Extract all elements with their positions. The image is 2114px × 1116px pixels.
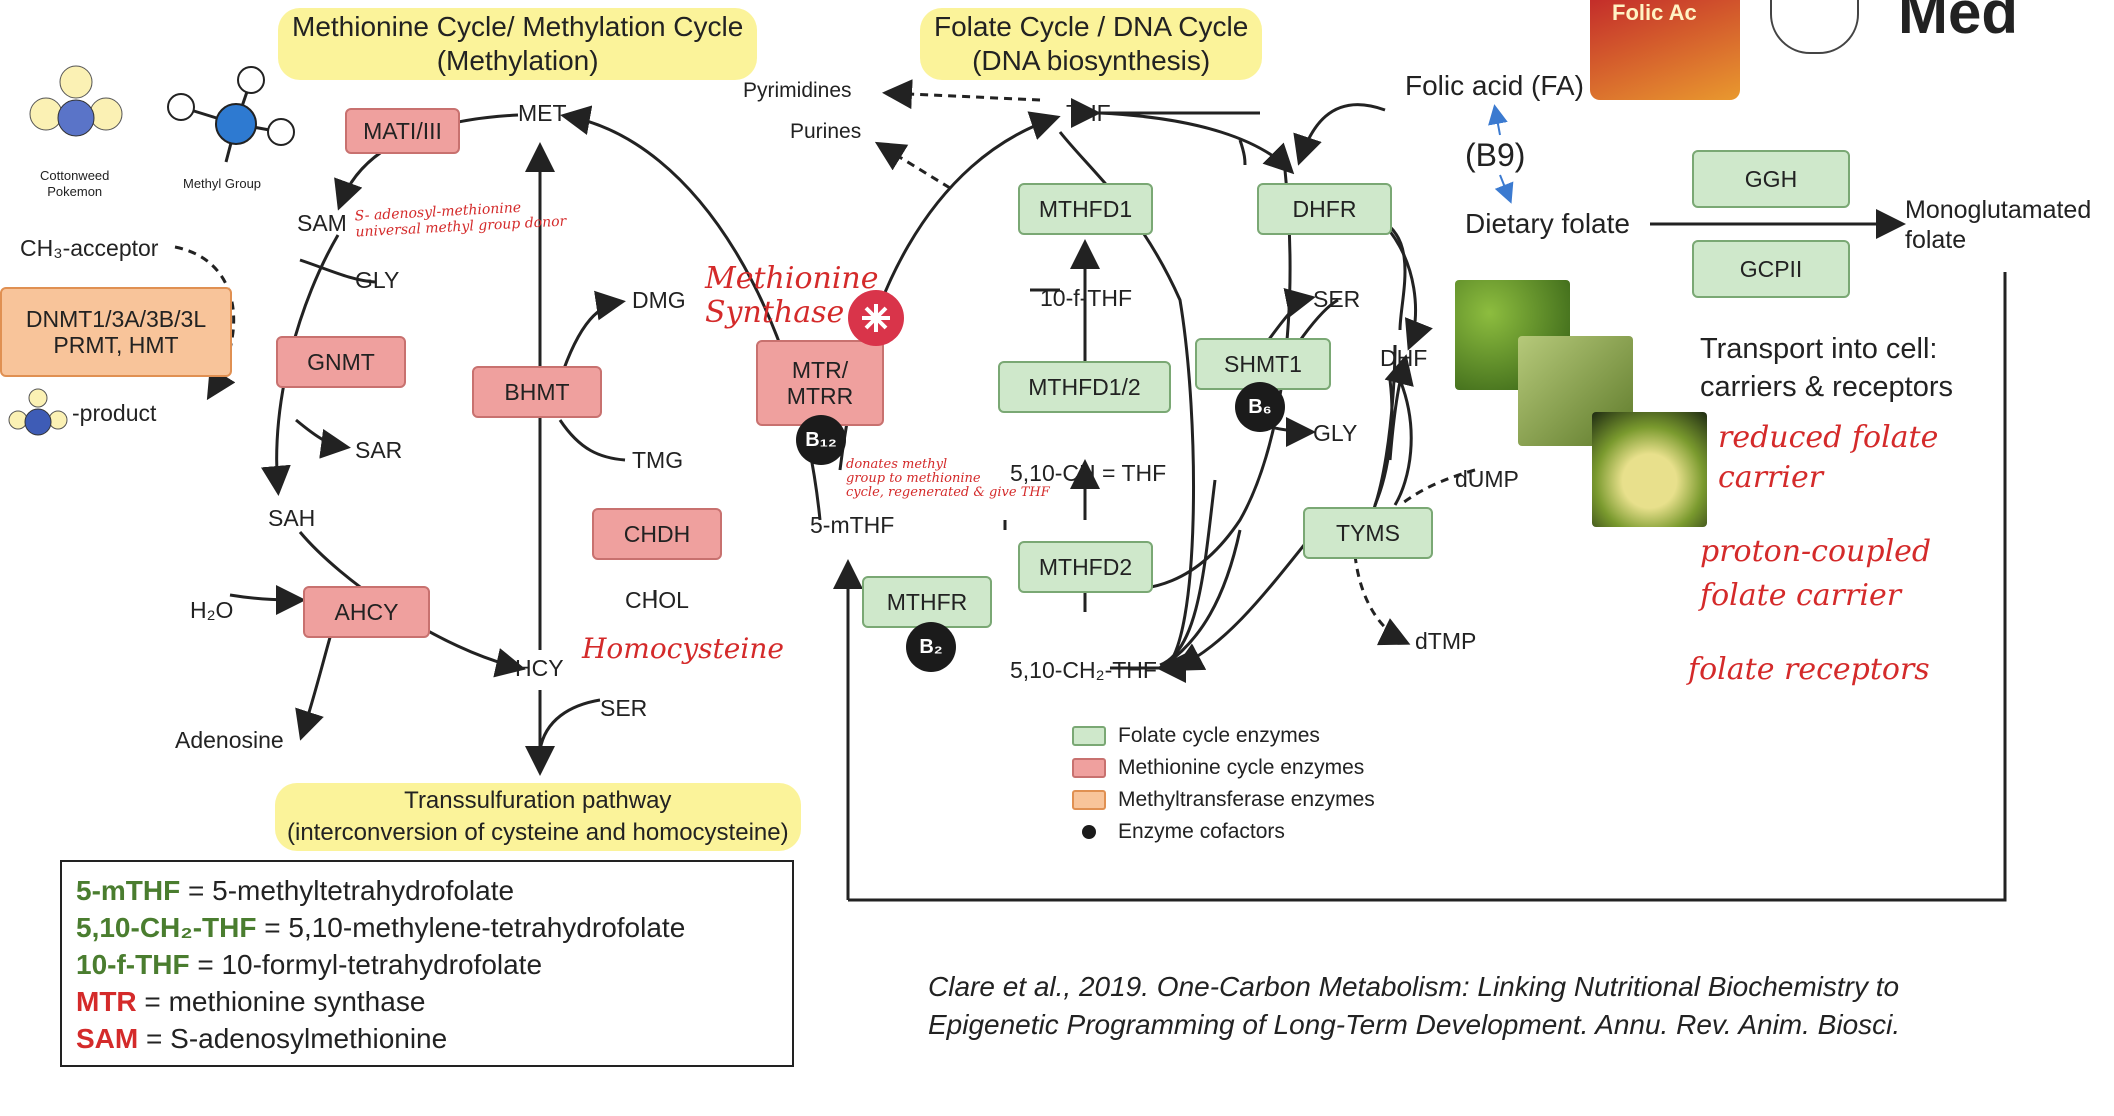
gly-label: GLY <box>355 267 400 293</box>
dump-label: dUMP <box>1455 466 1519 492</box>
abbreviation-row: 5-mTHF = 5-methyltetrahydrofolate <box>76 875 515 906</box>
legend-item-cofactors: Enzyme cofactors <box>1072 820 1375 844</box>
methionine-cycle-heading: Methionine Cycle/ Methylation Cycle (Meth… <box>278 8 758 80</box>
dmg-label: DMG <box>632 287 686 313</box>
pyrimidines-label: Pyrimidines <box>743 79 852 102</box>
hcy-label: HCY <box>515 655 564 681</box>
folic-acid-label: Folic acid (FA) <box>1405 70 1584 101</box>
monoglutamated-folate-label: Monoglutamated folate <box>1905 196 2092 254</box>
cofactor-b2: B₂ <box>906 622 956 672</box>
met-label: MET <box>518 100 567 126</box>
ser-label-folate: SER <box>1313 286 1361 312</box>
sam-label: SAM <box>297 210 347 236</box>
enzyme-gnmt: GNMT <box>276 336 406 388</box>
methyl-group-caption: Methyl Group <box>183 176 262 191</box>
ser-label-transsulfuration: SER <box>600 695 648 721</box>
transport-label: Transport into cell: carriers & receptors <box>1700 333 1954 403</box>
folate-cycle-heading: Folate Cycle / DNA Cycle (DNA biosynthesi… <box>920 8 1263 80</box>
thf-label: THF <box>1066 100 1111 126</box>
purines-label: Purines <box>790 120 862 143</box>
enzyme-tyms: TYMS <box>1303 507 1433 559</box>
abbreviation-row: MTR = methionine synthase <box>76 986 426 1017</box>
dhf-label: DHF <box>1380 345 1428 371</box>
ch-thf-label: 5,10-CH = THF <box>1010 460 1167 486</box>
abbreviation-row: 10-f-THF = 10-formyl-tetrahydrofolate <box>76 949 543 980</box>
handwritten-methionine-synthase: Methionine Synthase <box>705 261 879 330</box>
abbreviation-row: 5,10-CH₂-THF = 5,10-methylene-tetrahydro… <box>76 912 686 943</box>
legend-swatch <box>1072 790 1106 810</box>
h2o-label: H₂O <box>190 597 234 623</box>
legend-item-methionine: Methionine cycle enzymes <box>1072 756 1375 780</box>
enzyme-mtr-mtrr: MTR/ MTRR <box>756 340 884 426</box>
enzyme-dhfr: DHFR <box>1257 183 1392 235</box>
cottonweed-pokemon-icon <box>28 62 124 166</box>
ch3-product-label: -product <box>72 400 157 426</box>
10-f-thf-label: 10-f-THF <box>1040 285 1132 311</box>
b9-label: (B9) <box>1465 137 1526 173</box>
enzyme-ggh: GGH <box>1692 150 1850 208</box>
dtmp-label: dTMP <box>1415 628 1477 654</box>
legend-item-folate: Folate cycle enzymes <box>1072 724 1375 748</box>
enzyme-mthfd2: MTHFD2 <box>1018 541 1153 593</box>
legend-swatch <box>1072 726 1106 746</box>
cofactor-b6: B₆ <box>1235 382 1285 432</box>
enzyme-ahcy: AHCY <box>303 586 430 638</box>
sar-label: SAR <box>355 437 403 463</box>
enzyme-mthfr: MTHFR <box>862 576 992 628</box>
logo-text: Med <box>1898 0 2018 46</box>
enzyme-chdh: CHDH <box>592 508 722 560</box>
enzyme-shmt1: SHMT1 <box>1195 338 1331 390</box>
legend-item-methyltransferase: Methyltransferase enzymes <box>1072 788 1375 812</box>
ch3-acceptor-label: CH₃-acceptor <box>20 235 159 261</box>
mtr-logo-icon <box>848 290 904 346</box>
dietary-folate-label: Dietary folate <box>1465 208 1630 239</box>
folic-acid-bottle-image: Folic Ac <box>1590 0 1740 100</box>
handwritten-b12-note: donates methyl group to methionine cycle, … <box>846 457 1050 500</box>
handwritten-proton-coupled-carrier: proton-coupled folate carrier <box>1700 534 1932 613</box>
handwritten-homocysteine: Homocysteine <box>582 632 784 665</box>
enzyme-gcpii: GCPII <box>1692 240 1850 298</box>
abbreviation-row: SAM = S-adenosylmethionine <box>76 1023 448 1054</box>
pokemon-small-icon <box>8 388 68 446</box>
enzyme-dnmt: DNMT1/3A/3B/3L PRMT, HMT <box>0 287 232 377</box>
sah-label: SAH <box>268 505 316 531</box>
legend: Folate cycle enzymes Methionine cycle en… <box>1072 724 1375 852</box>
enzyme-mthfd1: MTHFD1 <box>1018 183 1153 235</box>
tmg-label: TMG <box>632 447 684 473</box>
legend-dot <box>1082 825 1096 839</box>
enzyme-mthfd12: MTHFD1/2 <box>998 361 1171 413</box>
enzyme-mat: MATI/III <box>345 108 460 154</box>
citation: Clare et al., 2019. One-Carbon Metabolis… <box>928 971 1901 1040</box>
5-mthf-label: 5-mTHF <box>810 512 895 538</box>
legend-swatch <box>1072 758 1106 778</box>
cofactor-b12: B₁₂ <box>796 415 846 465</box>
transsulfuration-heading: Transsulfuration pathway (interconversion… <box>275 783 801 851</box>
adenosine-label: Adenosine <box>175 727 284 753</box>
abbreviation-box: 5-mTHF = 5-methyltetrahydrofolate 5,10-C… <box>60 860 794 1067</box>
enzyme-bhmt: BHMT <box>472 366 602 418</box>
avocado-image <box>1592 412 1707 527</box>
chol-label: CHOL <box>625 587 689 613</box>
handwritten-folate-receptors: folate receptors <box>1688 652 1930 687</box>
ch2-thf-label: 5,10-CH₂-THF <box>1010 657 1157 683</box>
gly-label-folate: GLY <box>1313 420 1358 446</box>
pokemon-caption: Cottonweed Pokemon <box>40 168 110 199</box>
methyl-group-icon <box>156 62 306 172</box>
handwritten-reduced-folate-carrier: reduced folate carrier <box>1718 420 1939 495</box>
